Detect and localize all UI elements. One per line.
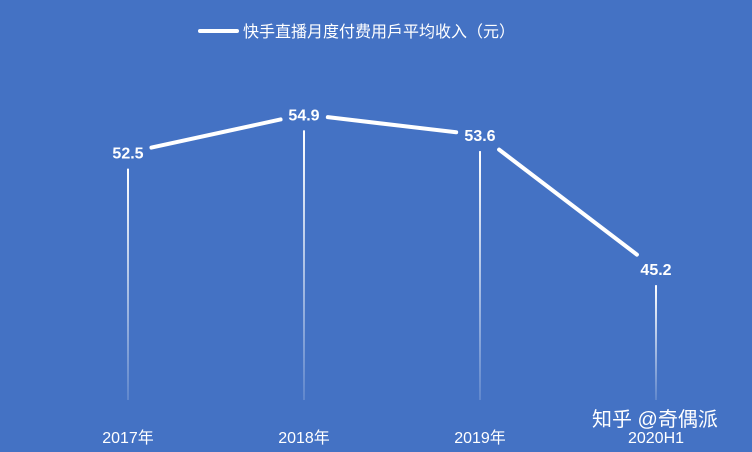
data-labels: 52.5 54.9 53.6 45.2 xyxy=(112,107,671,279)
x-axis-tick-labels: 2017年 2018年 2019年 2020H1 xyxy=(102,429,684,447)
legend-label: 快手直播月度付费用戶平均收入（元） xyxy=(243,23,515,41)
data-label: 45.2 xyxy=(640,262,671,279)
drop-line xyxy=(303,130,305,401)
x-tick-label: 2018年 xyxy=(278,429,330,447)
series-line-group xyxy=(149,115,639,257)
drop-line xyxy=(127,168,129,400)
drop-line xyxy=(655,285,657,400)
x-tick-label: 2019年 xyxy=(454,429,506,447)
data-label: 54.9 xyxy=(288,107,319,124)
data-label: 52.5 xyxy=(112,146,143,163)
watermark: 知乎 @奇偶派 xyxy=(592,408,718,431)
legend: 快手直播月度付费用戶平均收入（元） xyxy=(198,23,515,41)
series-line-segment xyxy=(149,117,283,150)
series-line-segment xyxy=(325,115,459,135)
data-label: 53.6 xyxy=(464,128,495,145)
drop-line xyxy=(479,151,481,400)
drop-lines xyxy=(127,130,657,401)
series-line-segment xyxy=(497,147,639,257)
x-tick-label: 2017年 xyxy=(102,429,154,447)
x-tick-label: 2020H1 xyxy=(628,430,684,447)
